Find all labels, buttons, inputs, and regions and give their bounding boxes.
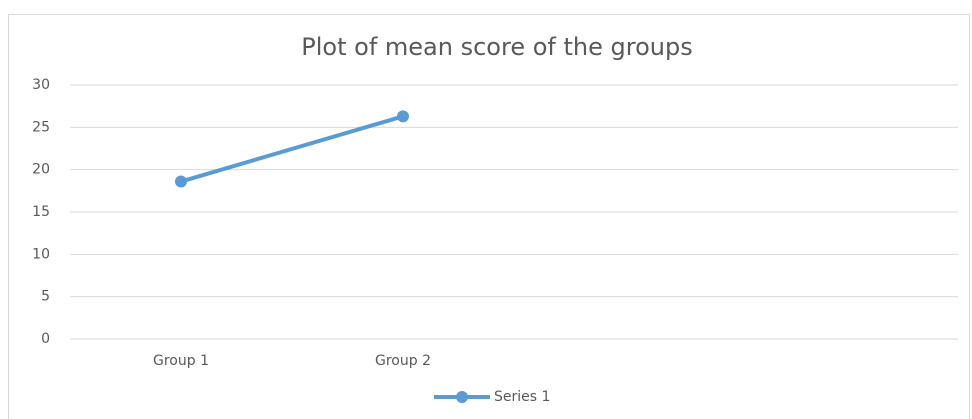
chart-border bbox=[8, 14, 970, 419]
legend-marker bbox=[456, 391, 468, 403]
x-tick-label: Group 2 bbox=[375, 353, 431, 369]
y-tick-label: 10 bbox=[32, 246, 50, 262]
y-tick-label: 0 bbox=[41, 331, 50, 347]
y-tick-label: 25 bbox=[32, 119, 50, 135]
legend-label: Series 1 bbox=[494, 389, 550, 405]
y-tick-label: 5 bbox=[41, 289, 50, 305]
y-tick-label: 20 bbox=[32, 162, 50, 178]
y-tick-label: 30 bbox=[32, 77, 50, 93]
series-line bbox=[179, 114, 405, 184]
x-tick-label: Group 1 bbox=[153, 353, 209, 369]
data-point bbox=[175, 175, 187, 188]
chart-title: Plot of mean score of the groups bbox=[301, 33, 692, 61]
data-point bbox=[397, 110, 409, 123]
y-tick-label: 15 bbox=[32, 204, 50, 220]
